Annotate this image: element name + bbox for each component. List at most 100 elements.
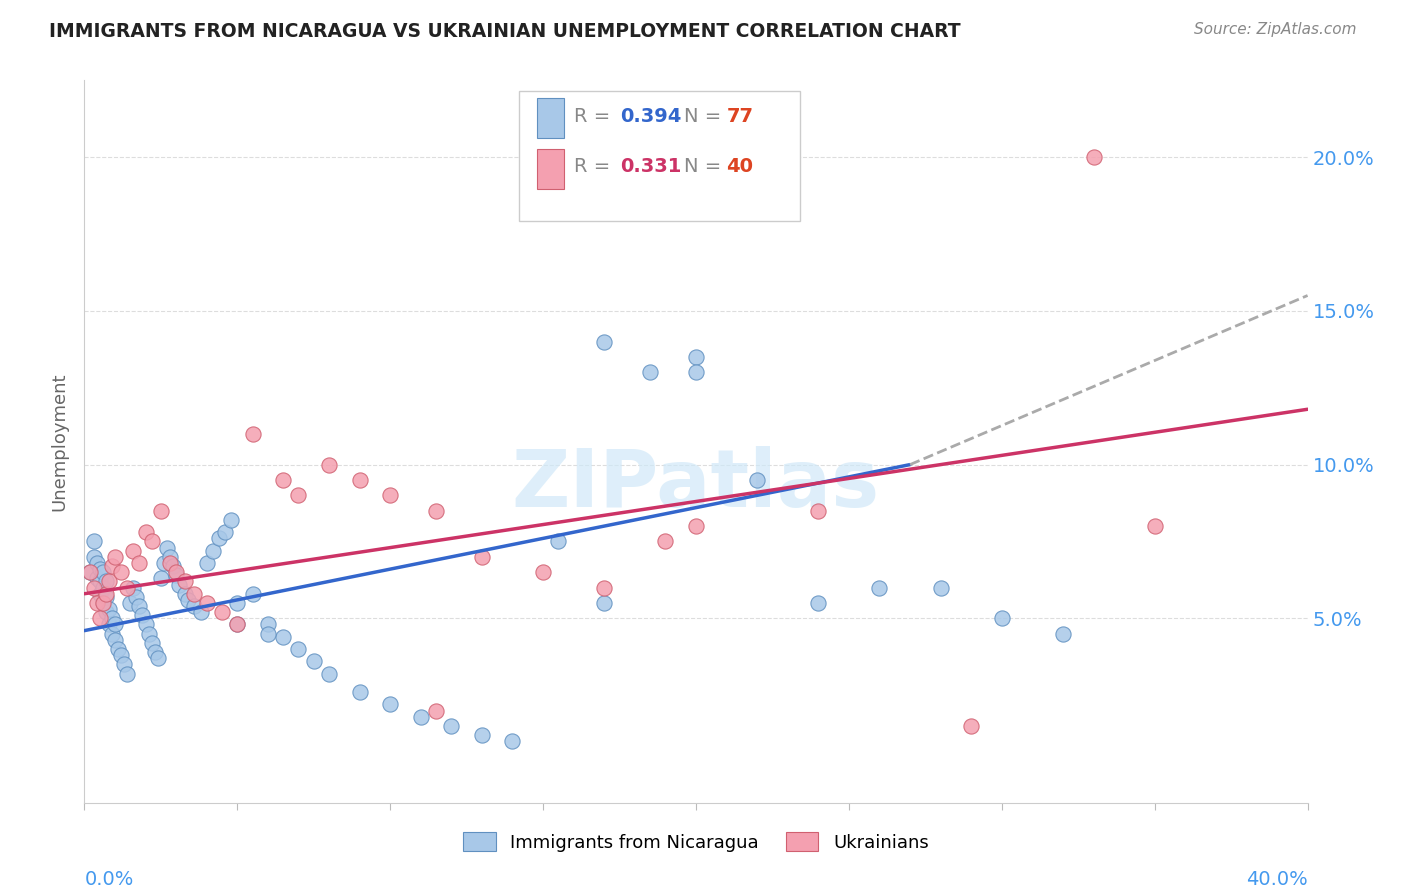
Point — [91, 581, 114, 595]
Point — [97, 574, 120, 589]
Point — [226, 596, 249, 610]
Point — [97, 602, 120, 616]
Point — [128, 556, 150, 570]
Point — [83, 534, 105, 549]
Text: 0.394: 0.394 — [620, 107, 682, 126]
Point — [409, 709, 432, 723]
Point — [257, 626, 280, 640]
Point — [122, 543, 145, 558]
Text: IMMIGRANTS FROM NICARAGUA VS UKRAINIAN UNEMPLOYMENT CORRELATION CHART: IMMIGRANTS FROM NICARAGUA VS UKRAINIAN U… — [49, 22, 960, 41]
Point — [242, 587, 264, 601]
Point — [86, 596, 108, 610]
Point — [104, 617, 127, 632]
Point — [1143, 519, 1166, 533]
Point — [91, 596, 114, 610]
Point — [547, 534, 569, 549]
Point — [1083, 150, 1105, 164]
Point — [120, 596, 142, 610]
Point — [91, 565, 114, 579]
Point — [380, 698, 402, 712]
Text: 77: 77 — [727, 107, 754, 126]
Point — [131, 608, 153, 623]
Point — [101, 626, 124, 640]
Point — [159, 556, 181, 570]
Point — [869, 581, 891, 595]
Point — [86, 556, 108, 570]
Point — [1052, 626, 1074, 640]
Point — [79, 565, 101, 579]
Text: R =: R = — [574, 158, 616, 177]
Point — [593, 581, 616, 595]
Point — [128, 599, 150, 613]
Text: 0.0%: 0.0% — [84, 871, 134, 889]
Point — [94, 605, 117, 619]
Bar — [537, 98, 564, 138]
Point — [226, 617, 249, 632]
Point — [162, 559, 184, 574]
Point — [593, 334, 616, 349]
Point — [79, 565, 101, 579]
Point — [380, 488, 402, 502]
Text: 40.0%: 40.0% — [1246, 871, 1308, 889]
Point — [318, 458, 340, 472]
Point — [135, 525, 157, 540]
Point — [89, 574, 111, 589]
Point — [425, 504, 447, 518]
Point — [156, 541, 179, 555]
Point — [149, 504, 172, 518]
Point — [104, 632, 127, 647]
Point — [110, 565, 132, 579]
Point — [141, 636, 163, 650]
Point — [141, 534, 163, 549]
Point — [86, 571, 108, 585]
Point — [425, 704, 447, 718]
Point — [174, 574, 197, 589]
Point — [94, 574, 117, 589]
Point — [991, 611, 1014, 625]
Point — [349, 473, 371, 487]
Point — [219, 513, 242, 527]
Point — [138, 626, 160, 640]
Point — [201, 543, 224, 558]
Point — [104, 549, 127, 564]
Point — [190, 605, 212, 619]
Point — [91, 596, 114, 610]
Point — [747, 473, 769, 487]
Point — [115, 581, 138, 595]
Point — [167, 577, 190, 591]
Point — [242, 426, 264, 441]
Point — [287, 642, 309, 657]
Legend: Immigrants from Nicaragua, Ukrainians: Immigrants from Nicaragua, Ukrainians — [456, 825, 936, 859]
Point — [471, 728, 494, 742]
Point — [89, 562, 111, 576]
Point — [208, 532, 231, 546]
Y-axis label: Unemployment: Unemployment — [51, 372, 69, 511]
Point — [807, 596, 830, 610]
Point — [960, 719, 983, 733]
Text: Source: ZipAtlas.com: Source: ZipAtlas.com — [1194, 22, 1357, 37]
Point — [89, 587, 111, 601]
Point — [122, 581, 145, 595]
Point — [89, 611, 111, 625]
Point — [94, 587, 117, 601]
Point — [257, 617, 280, 632]
Text: 40: 40 — [727, 158, 754, 177]
Point — [183, 599, 205, 613]
Point — [149, 571, 172, 585]
Point — [107, 642, 129, 657]
Point — [471, 549, 494, 564]
Point — [226, 617, 249, 632]
Point — [177, 593, 200, 607]
Point — [502, 734, 524, 748]
Point — [593, 596, 616, 610]
Point — [685, 519, 707, 533]
Point — [654, 534, 676, 549]
Point — [318, 666, 340, 681]
Point — [101, 559, 124, 574]
FancyBboxPatch shape — [519, 91, 800, 221]
Point — [195, 596, 218, 610]
Point — [153, 556, 176, 570]
Bar — [537, 149, 564, 189]
Point — [929, 581, 952, 595]
Text: ZIPatlas: ZIPatlas — [512, 446, 880, 524]
